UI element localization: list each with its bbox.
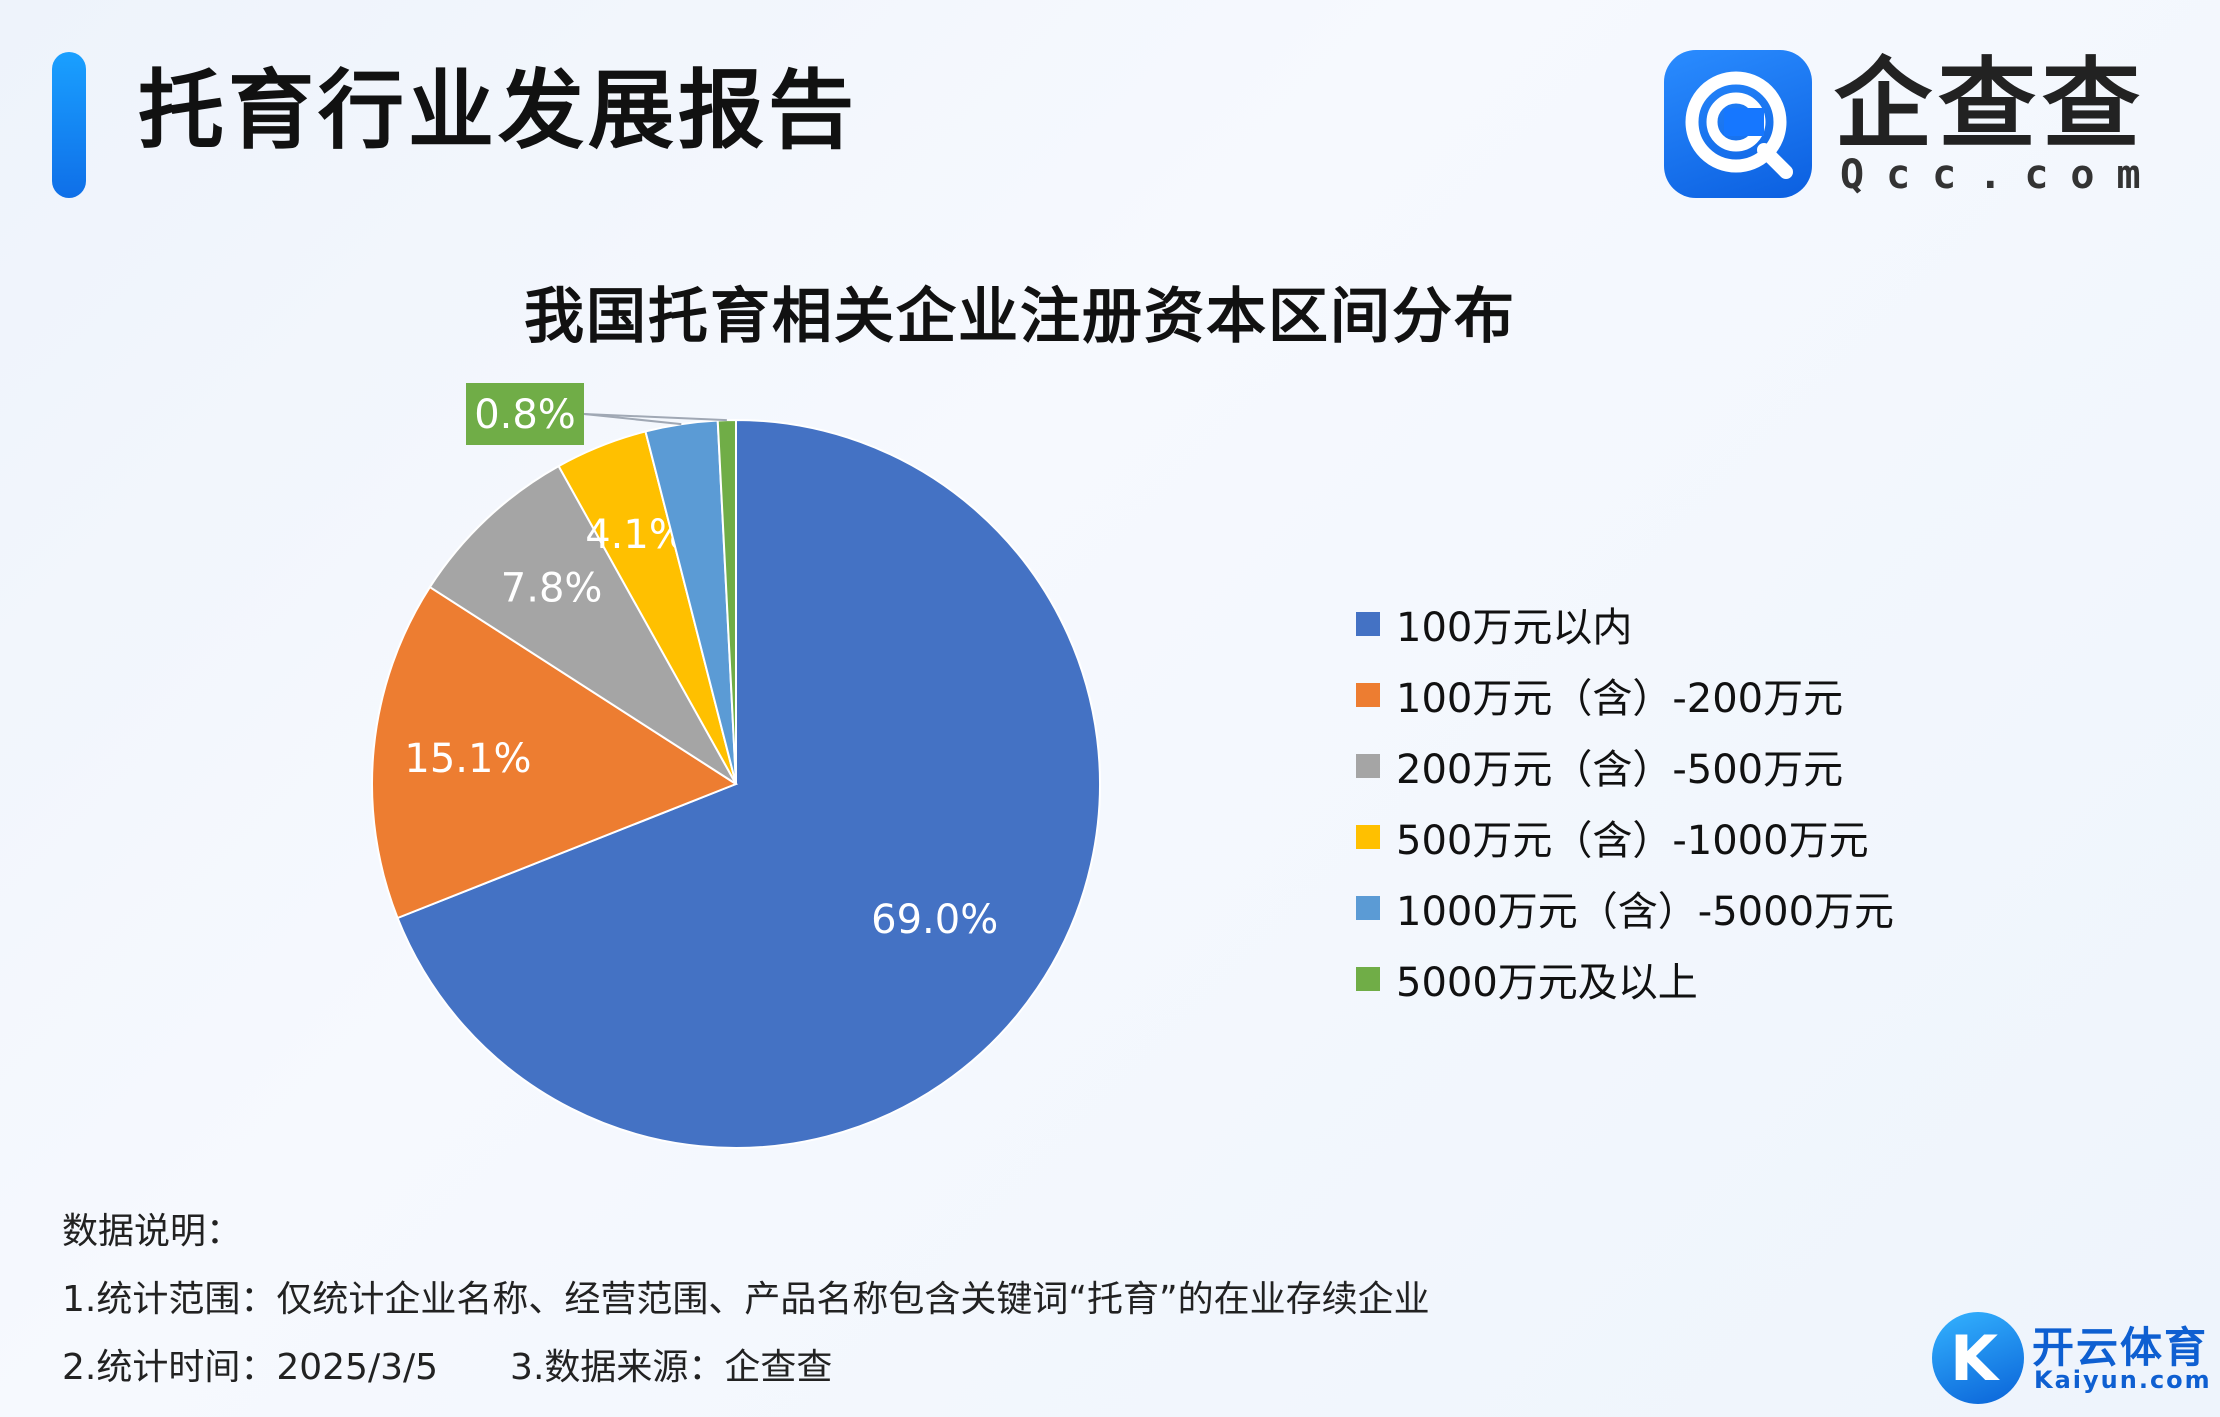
legend-label-0: 100万元以内 [1396, 604, 1633, 651]
legend-label-1: 100万元（含）-200万元 [1396, 675, 1844, 722]
legend-swatch-0 [1356, 611, 1380, 636]
notes-scope: 1.统计范围：仅统计企业名称、经营范围、产品名称包含关键词“托育”的在业存续企业 [62, 1279, 1430, 1320]
data-notes: 数据说明： 1.统计范围：仅统计企业名称、经营范围、产品名称包含关键词“托育”的… [62, 1198, 1430, 1402]
legend-item-1: 100万元（含）-200万元 [1356, 659, 1894, 730]
slice-callout-5 [466, 383, 584, 445]
slice-label-1: 15.1% [404, 736, 531, 782]
title-accent-bar [52, 52, 86, 198]
slice-label-5: 0.8% [474, 392, 576, 438]
kaiyun-watermark: K 开云体育 Kaiyun.com [1932, 1312, 2210, 1404]
legend-item-2: 200万元（含）-500万元 [1356, 730, 1894, 801]
qcc-logo-icon [1664, 50, 1812, 198]
svg-text:K: K [1950, 1322, 2000, 1395]
legend-item-3: 500万元（含）-1000万元 [1356, 801, 1894, 872]
slice-leader-5 [583, 413, 727, 422]
legend-item-0: 100万元以内 [1356, 588, 1894, 659]
legend-swatch-4 [1356, 895, 1380, 920]
slice-label-2: 7.8% [501, 566, 603, 612]
notes-source: 3.数据来源：企查查 [510, 1347, 833, 1388]
legend-label-3: 500万元（含）-1000万元 [1396, 817, 1869, 864]
pie-slice-2 [428, 464, 737, 785]
pie-slice-0 [396, 418, 1101, 1149]
legend-label-2: 200万元（含）-500万元 [1396, 746, 1844, 793]
notes-heading: 数据说明： [62, 1211, 243, 1252]
legend-swatch-3 [1356, 824, 1380, 849]
kaiyun-domain: Kaiyun.com [2034, 1366, 2212, 1394]
report-title: 托育行业发展报告 [138, 61, 858, 161]
legend-label-4: 1000万元（含）-5000万元 [1396, 888, 1895, 935]
notes-time-source: 2.统计时间：2025/3/5 3.数据来源：企查查 [62, 1334, 1430, 1402]
legend-item-4: 1000万元（含）-5000万元 [1356, 872, 1894, 943]
pie-slice-1 [371, 585, 739, 920]
legend-item-5: 5000万元及以上 [1356, 943, 1894, 1014]
qcc-logo-text: 企查查 [1834, 48, 2147, 162]
legend-label-5: 5000万元及以上 [1396, 959, 1698, 1006]
chart-title: 我国托育相关企业注册资本区间分布 [524, 282, 1516, 352]
legend-swatch-1 [1356, 682, 1380, 707]
kaiyun-logo-icon: K [1932, 1312, 2024, 1404]
slice-label-0: 69.0% [871, 897, 998, 943]
qcc-logo-domain: Qcc.com [1840, 152, 2163, 198]
chart-legend: 100万元以内 100万元（含）-200万元 200万元（含）-500万元 50… [1356, 588, 1894, 1014]
kaiyun-text: 开云体育 [2032, 1323, 2209, 1372]
notes-time: 2.统计时间：2025/3/5 [62, 1347, 439, 1388]
legend-swatch-2 [1356, 753, 1380, 778]
legend-swatch-5 [1356, 966, 1380, 991]
